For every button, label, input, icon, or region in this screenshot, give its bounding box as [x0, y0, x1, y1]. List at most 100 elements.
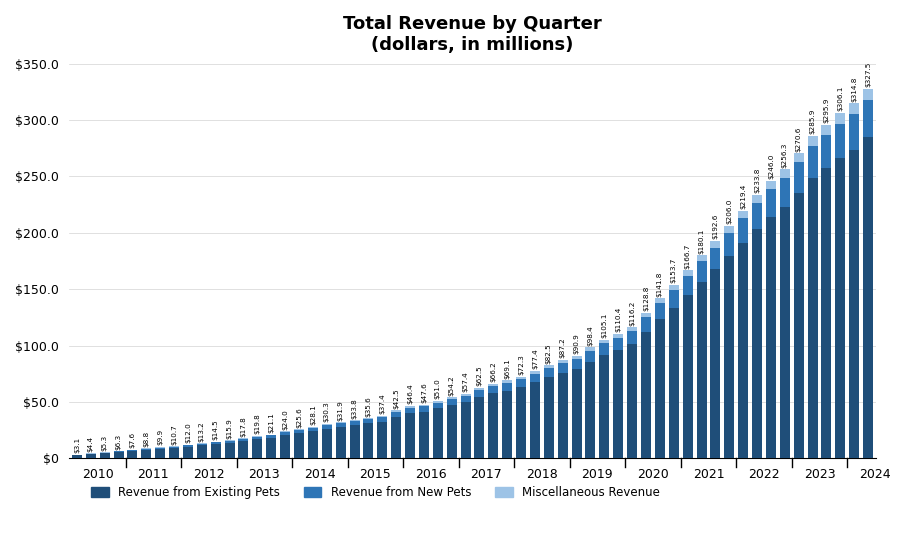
Bar [447, 405, 457, 458]
Text: $10.7: $10.7 [171, 424, 177, 444]
Bar [613, 350, 623, 458]
Bar [600, 343, 610, 355]
Text: $31.9: $31.9 [338, 400, 343, 421]
Bar [710, 270, 720, 458]
Bar [544, 365, 554, 368]
Bar [197, 446, 207, 458]
Bar [391, 412, 401, 417]
Bar [849, 103, 859, 114]
Bar [460, 395, 470, 402]
Text: $30.3: $30.3 [323, 402, 330, 422]
Bar [211, 443, 221, 444]
Bar [377, 417, 387, 422]
Text: $62.5: $62.5 [477, 365, 482, 386]
Bar [682, 271, 692, 276]
Bar [600, 340, 610, 343]
Bar [419, 405, 429, 406]
Bar [572, 369, 582, 458]
Bar [322, 425, 332, 428]
Bar [238, 439, 248, 441]
Bar [155, 448, 165, 449]
Bar [641, 313, 651, 317]
Title: Total Revenue by Quarter
(dollars, in millions): Total Revenue by Quarter (dollars, in mi… [343, 15, 602, 54]
Bar [502, 381, 512, 383]
Bar [641, 332, 651, 458]
Bar [183, 447, 193, 458]
Bar [113, 452, 123, 458]
Bar [322, 424, 332, 425]
Bar [835, 113, 845, 124]
Bar [266, 434, 276, 435]
Bar [363, 420, 373, 424]
Text: $42.5: $42.5 [393, 388, 400, 409]
Bar [350, 421, 360, 425]
Text: $141.8: $141.8 [657, 271, 663, 297]
Text: $35.6: $35.6 [365, 396, 371, 416]
Bar [724, 256, 734, 458]
Bar [460, 402, 470, 458]
Bar [572, 356, 582, 359]
Bar [724, 233, 734, 256]
Bar [627, 344, 637, 458]
Bar [419, 406, 429, 411]
Bar [155, 449, 165, 458]
Bar [710, 248, 720, 270]
Bar [433, 401, 443, 403]
Bar [433, 403, 443, 408]
Bar [211, 444, 221, 458]
Bar [807, 136, 817, 146]
Bar [280, 435, 290, 458]
Bar [280, 431, 290, 432]
Bar [641, 317, 651, 332]
Bar [822, 125, 832, 135]
Bar [405, 413, 415, 458]
Bar [655, 319, 665, 458]
Bar [253, 439, 263, 458]
Bar [128, 450, 138, 451]
Bar [197, 444, 207, 446]
Bar [363, 424, 373, 458]
Bar [849, 114, 859, 150]
Bar [710, 241, 720, 248]
Bar [752, 195, 762, 202]
Bar [350, 420, 360, 421]
Bar [863, 137, 873, 458]
Bar [141, 449, 151, 450]
Bar [794, 162, 804, 193]
Bar [169, 448, 179, 458]
Bar [558, 373, 568, 458]
Text: $72.3: $72.3 [518, 354, 524, 375]
Bar [405, 408, 415, 413]
Bar [585, 362, 595, 458]
Text: $270.6: $270.6 [795, 126, 802, 152]
Legend: Revenue from Existing Pets, Revenue from New Pets, Miscellaneous Revenue: Revenue from Existing Pets, Revenue from… [86, 481, 665, 504]
Bar [766, 217, 776, 458]
Bar [294, 430, 304, 433]
Text: $8.8: $8.8 [143, 431, 149, 447]
Text: $57.4: $57.4 [463, 371, 468, 392]
Text: $192.6: $192.6 [712, 214, 718, 239]
Bar [100, 453, 110, 458]
Bar [322, 428, 332, 458]
Text: $219.4: $219.4 [740, 184, 747, 209]
Text: $98.4: $98.4 [587, 325, 593, 346]
Bar [682, 295, 692, 458]
Text: $17.8: $17.8 [240, 416, 246, 437]
Bar [280, 432, 290, 435]
Text: $37.4: $37.4 [380, 394, 385, 415]
Bar [530, 371, 540, 373]
Text: $24.0: $24.0 [282, 409, 288, 430]
Text: $314.8: $314.8 [851, 76, 857, 102]
Bar [128, 451, 138, 458]
Bar [238, 441, 248, 458]
Bar [460, 394, 470, 395]
Bar [225, 441, 235, 443]
Bar [669, 290, 679, 307]
Bar [613, 334, 623, 338]
Bar [627, 327, 637, 331]
Text: $4.4: $4.4 [88, 436, 94, 452]
Text: $153.7: $153.7 [670, 258, 677, 283]
Text: $15.9: $15.9 [226, 418, 233, 439]
Bar [335, 424, 345, 427]
Bar [253, 437, 263, 439]
